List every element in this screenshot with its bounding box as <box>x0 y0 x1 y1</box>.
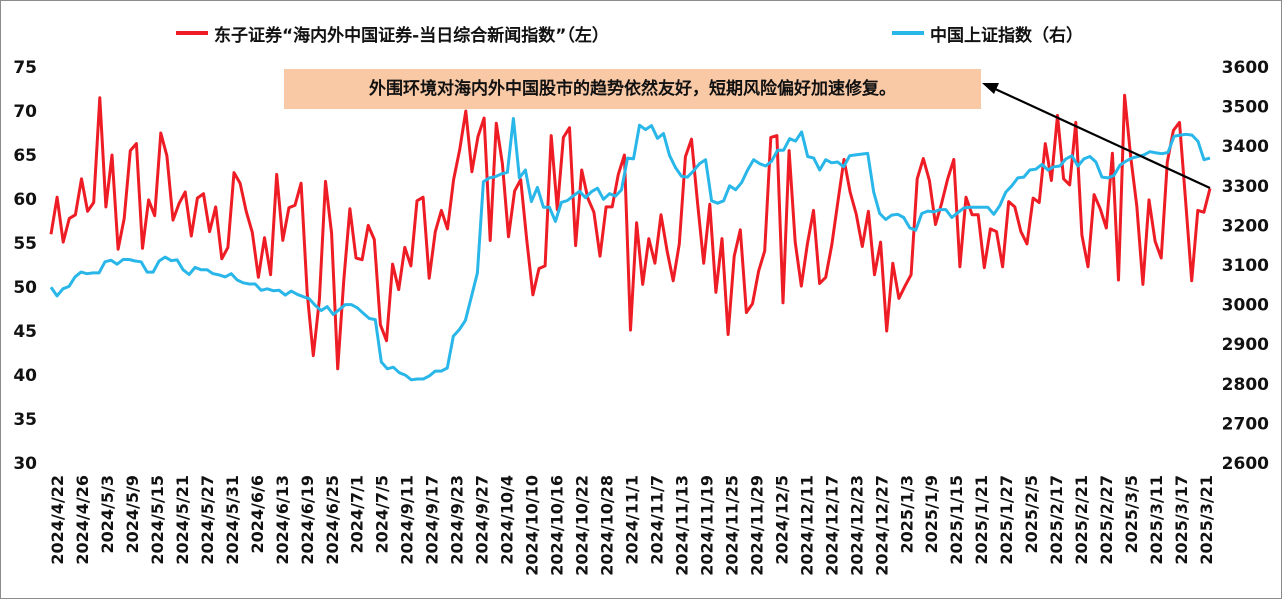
x-axis-tick-label: 2024/4/22 <box>48 475 67 565</box>
x-axis-tick-label: 2024/12/11 <box>797 475 816 576</box>
x-axis-tick-label: 2024/10/28 <box>598 475 617 576</box>
right-axis-tick-label: 3000 <box>1222 296 1269 316</box>
x-axis: 2024/4/22 2024/4/26 2024/5/3 2024/5/9 2024/5… <box>48 475 1216 576</box>
legend-label-blue: 中国上证指数（右） <box>930 25 1083 46</box>
arrow-head <box>982 83 999 94</box>
x-axis-tick-label: 2024/12/23 <box>847 475 866 576</box>
left-axis-tick-label: 65 <box>13 146 37 166</box>
x-axis-tick-label: 2025/3/21 <box>1197 475 1216 565</box>
legend-swatch-red <box>176 31 208 35</box>
legend-item-blue: 中国上证指数（右） <box>892 19 1083 47</box>
x-axis-tick-label: 2024/6/25 <box>323 475 342 565</box>
left-axis-tick-label: 60 <box>13 190 37 210</box>
right-axis-tick-label: 2800 <box>1222 375 1269 395</box>
x-axis-tick-label: 2024/7/1 <box>348 475 367 553</box>
x-axis-tick-label: 2024/12/17 <box>822 475 841 576</box>
x-axis-tick-label: 2025/1/15 <box>947 475 966 565</box>
annotation-arrow <box>982 83 1211 189</box>
x-axis-tick-label: 2025/1/9 <box>922 475 941 553</box>
x-axis-tick-label: 2024/6/19 <box>298 475 317 565</box>
x-axis-tick-label: 2024/10/22 <box>573 475 592 576</box>
x-axis-tick-label: 2024/11/25 <box>722 475 741 576</box>
x-axis-tick-label: 2025/2/27 <box>1097 475 1116 565</box>
x-axis-tick-label: 2024/9/27 <box>473 475 492 565</box>
x-axis-tick-label: 2024/11/29 <box>747 475 766 576</box>
x-axis-tick-label: 2024/9/17 <box>423 475 442 565</box>
left-axis-tick-label: 30 <box>13 454 37 474</box>
x-axis-tick-label: 2025/2/21 <box>1072 475 1091 565</box>
left-axis-tick-label: 75 <box>13 58 37 78</box>
right-axis-tick-label: 3100 <box>1222 256 1269 276</box>
right-axis-tick-label: 3400 <box>1222 137 1269 157</box>
legend-item-red: 东子证券“海内外中国证券-当日综合新闻指数”（左） <box>176 19 609 47</box>
x-axis-tick-label: 2024/10/10 <box>523 475 542 576</box>
left-axis-tick-label: 70 <box>13 102 37 122</box>
x-axis-tick-label: 2024/11/7 <box>647 475 666 565</box>
left-axis-tick-label: 55 <box>13 234 37 254</box>
x-axis-tick-label: 2024/5/9 <box>123 475 142 553</box>
x-axis-tick-label: 2024/7/5 <box>373 475 392 553</box>
series-line-news-index <box>49 93 1212 371</box>
x-axis-tick-label: 2024/10/4 <box>498 475 517 565</box>
legend-label-red: 东子证券“海内外中国证券-当日综合新闻指数”（左） <box>214 25 609 46</box>
legend-swatch-blue <box>892 31 924 35</box>
right-axis-tick-label: 2600 <box>1222 454 1269 474</box>
x-axis-tick-label: 2025/2/5 <box>1022 475 1041 553</box>
series-layer <box>49 93 1212 382</box>
x-axis-tick-label: 2024/10/16 <box>548 475 567 576</box>
arrow-line <box>992 87 1211 189</box>
x-axis-tick-label: 2024/12/27 <box>872 475 891 576</box>
x-axis-tick-label: 2024/5/31 <box>223 475 242 565</box>
right-axis-tick-label: 3300 <box>1222 177 1269 197</box>
x-axis-tick-label: 2024/9/23 <box>448 475 467 565</box>
right-axis-tick-label: 2700 <box>1222 414 1269 434</box>
left-axis-tick-label: 45 <box>13 322 37 342</box>
x-axis-tick-label: 2024/5/15 <box>148 475 167 565</box>
x-axis-tick-label: 2024/11/13 <box>672 475 691 576</box>
x-axis-tick-label: 2024/4/26 <box>73 475 92 565</box>
left-axis-tick-label: 35 <box>13 410 37 430</box>
right-axis: 2600 2700 2800 2900 3000 3100 3200 3300 3400 3500… <box>1222 58 1269 474</box>
x-axis-tick-label: 2025/2/17 <box>1047 475 1066 565</box>
x-axis-tick-label: 2025/1/27 <box>997 475 1016 565</box>
x-axis-tick-label: 2024/5/3 <box>98 475 117 553</box>
x-axis-tick-label: 2024/6/6 <box>248 475 267 553</box>
series-line-shanghai-index <box>49 117 1211 382</box>
x-axis-tick-label: 2024/6/13 <box>273 475 292 565</box>
right-axis-tick-label: 2900 <box>1222 335 1269 355</box>
right-axis-tick-label: 3600 <box>1222 58 1269 78</box>
x-axis-tick-label: 2025/1/21 <box>972 475 991 565</box>
x-axis-tick-label: 2025/3/5 <box>1122 475 1141 553</box>
x-axis-tick-label: 2024/11/19 <box>697 475 716 576</box>
x-axis-tick-label: 2025/1/3 <box>897 475 916 553</box>
x-axis-tick-label: 2024/9/11 <box>398 475 417 565</box>
x-axis-tick-label: 2025/3/17 <box>1172 475 1191 565</box>
left-axis-tick-label: 50 <box>13 278 37 298</box>
x-axis-tick-label: 2025/3/11 <box>1147 475 1166 565</box>
left-axis-tick-label: 40 <box>13 366 37 386</box>
right-axis-tick-label: 3200 <box>1222 216 1269 236</box>
x-axis-tick-label: 2024/11/1 <box>623 475 642 565</box>
left-axis: 30 35 40 45 50 55 60 65 70 75 <box>13 58 37 474</box>
x-axis-tick-label: 2024/5/27 <box>198 475 217 565</box>
x-axis-tick-label: 2024/5/21 <box>173 475 192 565</box>
right-axis-tick-label: 3500 <box>1222 98 1269 118</box>
x-axis-tick-label: 2024/12/5 <box>772 475 791 565</box>
annotation-box: 外围环境对海内外中国股市的趋势依然友好，短期风险偏好加速修复。 <box>284 69 981 109</box>
